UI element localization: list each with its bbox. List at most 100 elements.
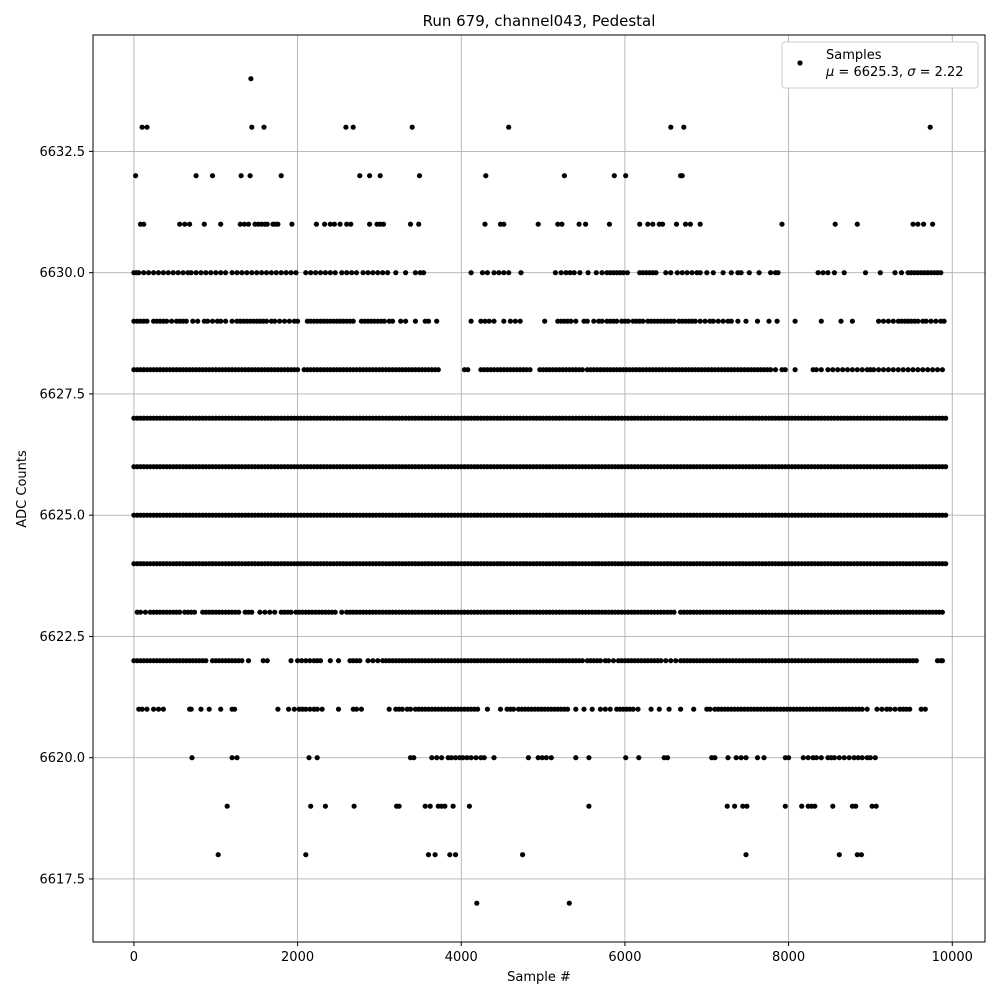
data-point xyxy=(772,367,779,373)
data-point xyxy=(195,318,201,324)
data-point xyxy=(501,221,507,227)
data-point xyxy=(656,706,662,712)
data-point xyxy=(782,367,788,373)
data-point xyxy=(692,318,698,324)
data-point xyxy=(491,270,497,276)
data-point xyxy=(838,318,844,324)
data-point xyxy=(506,124,512,130)
data-point xyxy=(367,221,373,227)
data-point xyxy=(887,706,893,712)
data-point xyxy=(525,755,532,761)
data-point xyxy=(180,270,186,276)
data-point xyxy=(663,270,669,276)
data-point xyxy=(689,270,695,276)
data-point xyxy=(890,318,896,324)
data-point xyxy=(859,706,865,712)
data-point xyxy=(497,706,504,712)
data-point xyxy=(386,706,392,712)
data-point xyxy=(403,318,409,324)
data-point xyxy=(229,270,235,276)
data-point xyxy=(205,318,211,324)
data-point xyxy=(606,658,612,664)
data-point xyxy=(365,658,371,664)
data-point xyxy=(322,221,328,227)
data-point xyxy=(344,221,350,227)
data-point xyxy=(844,367,851,373)
data-point xyxy=(851,755,857,761)
data-point xyxy=(289,221,295,227)
data-point xyxy=(468,270,474,276)
data-point xyxy=(849,318,856,324)
data-point xyxy=(447,852,453,858)
data-point xyxy=(416,173,423,179)
data-point xyxy=(535,755,541,761)
data-point xyxy=(439,755,445,761)
data-point xyxy=(313,221,319,227)
data-point xyxy=(452,852,459,858)
y-tick-label: 6630.0 xyxy=(40,266,86,281)
data-point xyxy=(591,318,597,324)
data-point xyxy=(177,609,183,615)
x-axis-label: Sample # xyxy=(507,970,571,985)
data-point xyxy=(191,609,198,615)
data-point xyxy=(583,221,589,227)
data-point xyxy=(581,706,587,712)
data-point xyxy=(871,367,877,373)
data-point xyxy=(890,367,896,373)
legend-box xyxy=(781,41,979,89)
data-point xyxy=(614,318,620,324)
data-point xyxy=(259,270,265,276)
data-point xyxy=(187,221,193,227)
data-point xyxy=(353,270,360,276)
data-point xyxy=(409,124,415,130)
data-point xyxy=(450,803,456,809)
data-point xyxy=(432,852,438,858)
data-point xyxy=(743,755,749,761)
data-point xyxy=(768,270,774,276)
data-point xyxy=(623,755,629,761)
legend-marker xyxy=(797,60,803,66)
data-point xyxy=(257,609,263,615)
data-point xyxy=(668,270,674,276)
data-point xyxy=(862,270,869,276)
data-point xyxy=(650,221,656,227)
data-point xyxy=(375,658,381,664)
data-point xyxy=(943,464,949,470)
data-point xyxy=(272,609,278,615)
data-point xyxy=(567,270,573,276)
data-point xyxy=(193,270,199,276)
data-point xyxy=(501,318,507,324)
data-point xyxy=(577,270,583,276)
data-point xyxy=(697,221,703,227)
data-point xyxy=(358,706,364,712)
data-point xyxy=(812,803,818,809)
data-point xyxy=(381,318,387,324)
y-tick-label: 6627.5 xyxy=(40,387,86,402)
data-point xyxy=(141,221,147,227)
data-point xyxy=(339,609,345,615)
data-point xyxy=(928,318,934,324)
legend-mu-symbol: μ xyxy=(825,65,834,80)
data-point xyxy=(543,755,550,761)
data-point xyxy=(563,270,569,276)
data-point xyxy=(229,755,235,761)
data-point xyxy=(559,221,565,227)
data-point xyxy=(208,270,214,276)
data-point xyxy=(303,270,309,276)
data-point xyxy=(241,221,247,227)
data-point xyxy=(209,173,216,179)
data-point xyxy=(393,270,399,276)
data-point xyxy=(263,270,270,276)
data-point xyxy=(468,755,474,761)
data-point xyxy=(238,173,244,179)
data-point xyxy=(725,755,731,761)
data-point xyxy=(768,367,774,373)
chart-title: Run 679, channel043, Pedestal xyxy=(423,12,656,30)
data-point xyxy=(597,706,604,712)
data-point xyxy=(278,270,284,276)
data-point xyxy=(160,706,166,712)
data-point xyxy=(927,124,933,130)
data-point xyxy=(268,270,274,276)
data-point xyxy=(248,76,254,82)
data-point xyxy=(744,803,750,809)
